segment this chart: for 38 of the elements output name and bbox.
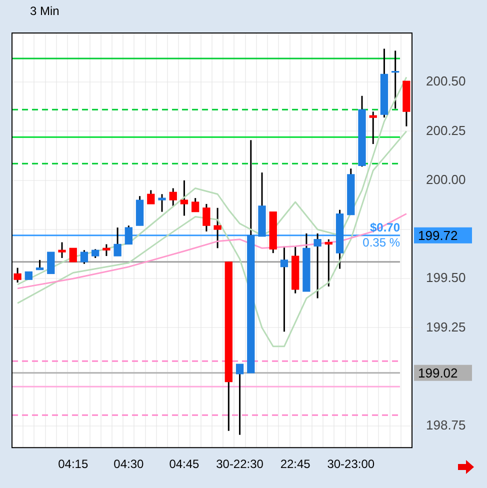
y-tick-label: 199.50 [426,270,466,286]
candlestick [58,242,66,259]
candlestick [47,252,55,274]
candlestick [192,197,200,213]
y-tick-label: 200.00 [426,172,466,187]
candlestick [202,203,210,232]
candlestick [147,189,155,205]
y-tick-label: 200.50 [426,74,466,89]
candlestick [169,187,177,207]
x-tick-label: 22:45 [280,457,311,472]
chart-title: 3 Min [30,4,60,18]
candlestick [214,207,222,249]
candlestick [324,238,332,288]
candlestick [36,259,44,271]
x-tick-label: 04:30 [114,457,144,472]
ref-line-label: 199.02 [418,366,458,381]
candlestick [114,226,122,257]
y-tick-label: 200.25 [426,122,466,138]
x-tick-label: 30-23:00 [327,457,375,472]
candlestick [280,245,288,332]
candlestick [369,110,377,145]
annotation: $0.70 [370,220,400,235]
candlestick [180,180,188,216]
candlestick [124,224,132,245]
candlestick [236,363,244,436]
ref-line-label: 199.72 [418,228,458,243]
candlestick [69,248,77,262]
candlestick [392,50,400,110]
x-tick-label: 04:15 [58,457,88,472]
annotation: 0.35 % [362,236,400,250]
candlestick [80,249,88,265]
y-tick-label: 198.75 [426,418,466,433]
x-tick-label: 30-22:30 [216,457,264,472]
candlestick [314,232,322,300]
candlestick [158,193,166,213]
candlestick [102,243,110,257]
y-tick-label: 199.25 [426,319,466,334]
x-tick-label: 04:45 [169,457,200,472]
